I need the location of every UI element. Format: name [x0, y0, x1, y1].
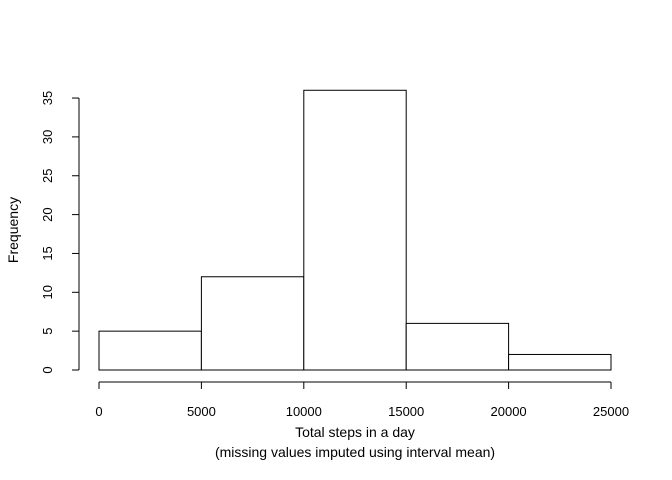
histogram-bars	[98, 89, 612, 371]
x-tick-label: 0	[95, 404, 102, 419]
x-axis-label-line2: (missing values imputed using interval m…	[215, 444, 495, 460]
y-axis-label: Frequency	[5, 197, 21, 263]
y-tick-label: 35	[40, 91, 55, 105]
y-axis: 0 5 10 15 20 25 30 35	[40, 91, 80, 374]
histogram-bar-3	[303, 89, 407, 371]
histogram-bar-2	[200, 276, 305, 371]
x-tick-label: 5000	[187, 404, 216, 419]
x-axis-label: Total steps in a day	[295, 424, 415, 440]
x-tick-label: 15000	[388, 404, 424, 419]
y-tick-label: 5	[40, 328, 55, 335]
y-tick-label: 25	[40, 169, 55, 183]
x-tick-label: 10000	[286, 404, 322, 419]
y-tick-label: 30	[40, 130, 55, 144]
x-tick-label: 25000	[593, 404, 629, 419]
y-tick-label: 0	[40, 366, 55, 373]
y-tick-label: 15	[40, 246, 55, 260]
histogram-bar-5	[508, 353, 612, 371]
histogram-bar-4	[405, 322, 510, 371]
histogram-bar-1	[98, 330, 202, 371]
x-axis: 0 5000 10000 15000 20000 25000	[95, 381, 629, 419]
y-tick-label: 10	[40, 285, 55, 299]
y-tick-label: 20	[40, 207, 55, 221]
x-tick-label: 20000	[491, 404, 527, 419]
